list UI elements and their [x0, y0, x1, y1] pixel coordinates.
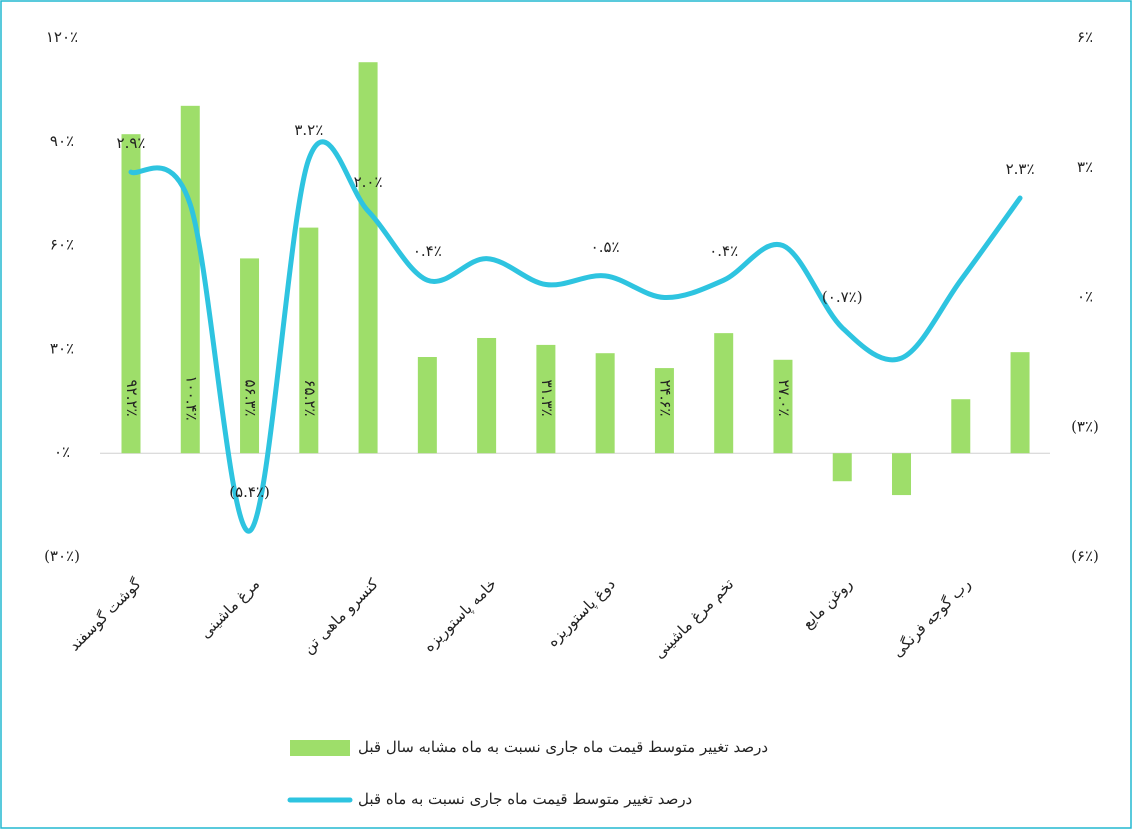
- bar: [417, 357, 437, 454]
- y-tick-label: ۱۲۰٪: [46, 28, 78, 46]
- y-tick-label: ۶۰٪: [50, 236, 74, 254]
- y2-tick-label: (۶٪): [1071, 547, 1099, 565]
- line-value-label: ۳.۲٪: [294, 121, 323, 139]
- bar-value-label: ۲۴.۶٪: [656, 380, 674, 417]
- bar: [832, 453, 852, 482]
- line-value-label: (۵.۴٪): [229, 483, 270, 501]
- bar: [121, 134, 141, 454]
- legend-label: درصد تغییر متوسط قیمت ماه جاری نسبت به م…: [358, 790, 692, 808]
- bar: [299, 227, 319, 454]
- bar: [892, 453, 912, 496]
- bar: [240, 258, 260, 454]
- bar: [358, 62, 378, 454]
- bar: [1010, 352, 1030, 454]
- line-value-label: ۰.۴٪: [709, 242, 738, 260]
- bar: [595, 353, 615, 454]
- line-value-label: ۰.۵٪: [591, 238, 620, 256]
- bar-value-label: ۲۷.۰٪: [775, 380, 793, 417]
- bar-value-label: ۹۲.۲٪: [123, 380, 141, 417]
- y-tick-label: ۰٪: [54, 443, 70, 461]
- y2-tick-label: ۰٪: [1077, 288, 1093, 306]
- line-value-label: ۰.۴٪: [413, 242, 442, 260]
- bar: [536, 344, 556, 454]
- bar: [951, 399, 971, 454]
- bar: [773, 359, 793, 454]
- line-value-label: ۲.۹٪: [117, 134, 146, 152]
- bar-value-label: ۶۵.۲٪: [301, 380, 319, 417]
- line-value-label: ۲.۳٪: [1006, 160, 1035, 178]
- y2-tick-label: (۳٪): [1071, 417, 1099, 435]
- bar-value-label: ۳۱.۳٪: [538, 380, 556, 417]
- bar-value-label: ۱۰۰.۴٪: [182, 375, 200, 420]
- bar-value-label: ۵۶.۳٪: [242, 380, 260, 417]
- legend-label: درصد تغییر متوسط قیمت ماه جاری نسبت به م…: [358, 738, 768, 756]
- bar: [654, 368, 674, 454]
- line: [128, 139, 1023, 534]
- line-value-label: (۰.۷٪): [822, 288, 863, 306]
- bar: [477, 337, 497, 454]
- y-tick-label: (۳۰٪): [44, 547, 80, 565]
- y2-tick-label: ۶٪: [1077, 28, 1093, 46]
- legend-swatch: [290, 740, 350, 756]
- y-tick-label: ۳۰٪: [50, 339, 74, 357]
- y2-tick-label: ۳٪: [1077, 158, 1093, 176]
- line-value-label: ۲.۰٪: [354, 173, 383, 191]
- bar: [714, 333, 734, 454]
- y-tick-label: ۹۰٪: [50, 132, 74, 150]
